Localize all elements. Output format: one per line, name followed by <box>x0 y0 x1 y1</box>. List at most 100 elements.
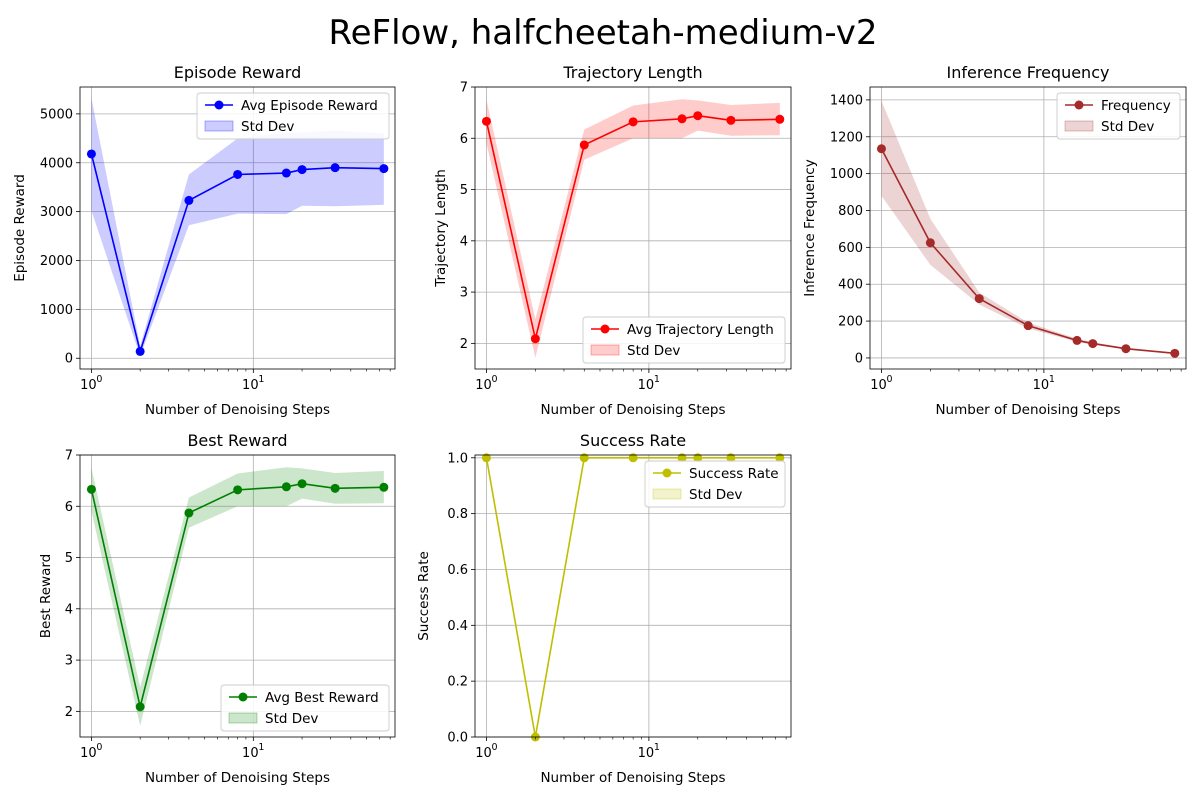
axes-frame <box>474 86 792 370</box>
legend-marker <box>662 468 672 478</box>
subplot-title: Best Reward <box>187 431 287 450</box>
x-tick-label-exponent: 1 <box>654 374 660 385</box>
y-axis-label: Best Reward <box>38 554 54 638</box>
data-point <box>677 114 687 124</box>
data-point <box>974 294 984 304</box>
x-tick-label: 10 <box>638 378 655 393</box>
std-dev-band <box>91 98 384 357</box>
data-point <box>86 484 96 494</box>
x-tick-label: 10 <box>242 746 259 761</box>
x-tick-label: 10 <box>80 746 97 761</box>
y-tick-label: 600 <box>838 241 863 256</box>
legend-band-swatch <box>204 120 234 132</box>
y-tick-label: 6 <box>460 132 468 147</box>
x-tick-label: 10 <box>475 378 492 393</box>
y-tick-label: 3 <box>460 286 468 301</box>
y-tick-label: 1000 <box>40 303 73 318</box>
data-point <box>530 334 540 344</box>
data-point <box>379 164 389 174</box>
series-line <box>90 153 384 355</box>
y-tick-label: 2 <box>460 337 468 352</box>
y-tick-label: 800 <box>838 204 863 219</box>
subplot-title: Trajectory Length <box>562 63 702 82</box>
series-line <box>880 148 1175 355</box>
data-point <box>481 453 491 463</box>
y-tick-label: 0.0 <box>447 731 468 746</box>
subplot-title: Episode Reward <box>174 63 302 82</box>
y-tick-label: 1400 <box>830 93 863 108</box>
legend-band-label: Std Dev <box>627 343 680 359</box>
x-axis-label: Number of Denoising Steps <box>540 402 725 418</box>
data-point <box>233 485 243 495</box>
std-dev-band <box>486 99 780 358</box>
legend-band-swatch <box>228 712 258 724</box>
y-tick-label: 0.6 <box>447 563 468 578</box>
x-axis-label: Number of Denoising Steps <box>935 402 1120 418</box>
y-tick-label: 5 <box>460 183 468 198</box>
x-tick-label: 10 <box>242 378 259 393</box>
x-axis-label: Number of Denoising Steps <box>145 402 330 418</box>
data-point <box>579 453 589 463</box>
data-point <box>876 144 886 154</box>
data-point <box>330 483 340 493</box>
data-point <box>1088 339 1098 349</box>
legend-box <box>220 684 390 732</box>
data-point <box>379 482 389 492</box>
y-tick-label: 400 <box>838 278 863 293</box>
data-point <box>1170 348 1180 358</box>
y-tick-label: 3 <box>65 654 73 669</box>
y-tick-label: 0 <box>65 352 73 367</box>
x-axis-label: Number of Denoising Steps <box>540 770 725 786</box>
x-axis-label: Number of Denoising Steps <box>145 770 330 786</box>
data-point <box>693 453 703 463</box>
x-tick-label-exponent: 1 <box>654 742 660 753</box>
data-point <box>135 346 145 356</box>
legend: Avg Best Reward Std Dev <box>220 684 390 732</box>
data-point <box>281 168 291 178</box>
x-tick-label-exponent: 0 <box>886 374 892 385</box>
legend-marker <box>600 324 610 334</box>
data-point <box>677 453 687 463</box>
y-tick-label: 7 <box>460 81 468 96</box>
data-point <box>693 111 703 121</box>
legend-marker <box>214 100 224 110</box>
y-tick-label: 1200 <box>830 130 863 145</box>
x-tick-label-exponent: 0 <box>96 374 102 385</box>
data-point <box>184 195 194 205</box>
data-point <box>297 479 307 489</box>
data-point <box>481 116 491 126</box>
data-point <box>726 453 736 463</box>
data-point <box>1121 344 1131 354</box>
axes-frame <box>474 454 792 738</box>
legend-box <box>196 92 390 140</box>
x-tick-label: 10 <box>475 746 492 761</box>
legend-box <box>582 316 786 364</box>
data-point <box>281 482 291 492</box>
legend: Frequency Std Dev <box>1056 92 1181 140</box>
y-tick-label: 5 <box>65 551 73 566</box>
legend-band-label: Std Dev <box>241 119 294 135</box>
x-tick-label-exponent: 0 <box>491 742 497 753</box>
series-line <box>485 456 780 738</box>
data-point <box>925 238 935 248</box>
axes-frame <box>79 454 396 738</box>
legend: Success Rate Std Dev <box>644 460 786 508</box>
x-tick-label-exponent: 0 <box>491 374 497 385</box>
x-tick-label: 10 <box>80 378 97 393</box>
legend-band-label: Std Dev <box>265 711 318 727</box>
axes-frame <box>79 86 396 370</box>
legend-marker <box>238 692 248 702</box>
legend-band-swatch <box>590 344 620 356</box>
y-axis-label: Success Rate <box>416 551 432 641</box>
legend: Avg Episode Reward Std Dev <box>196 92 390 140</box>
data-point <box>775 453 785 463</box>
legend-band-label: Std Dev <box>1101 119 1154 135</box>
y-tick-label: 4 <box>65 602 73 617</box>
x-tick-label-exponent: 1 <box>1049 374 1055 385</box>
subplot-title: Success Rate <box>580 431 686 450</box>
